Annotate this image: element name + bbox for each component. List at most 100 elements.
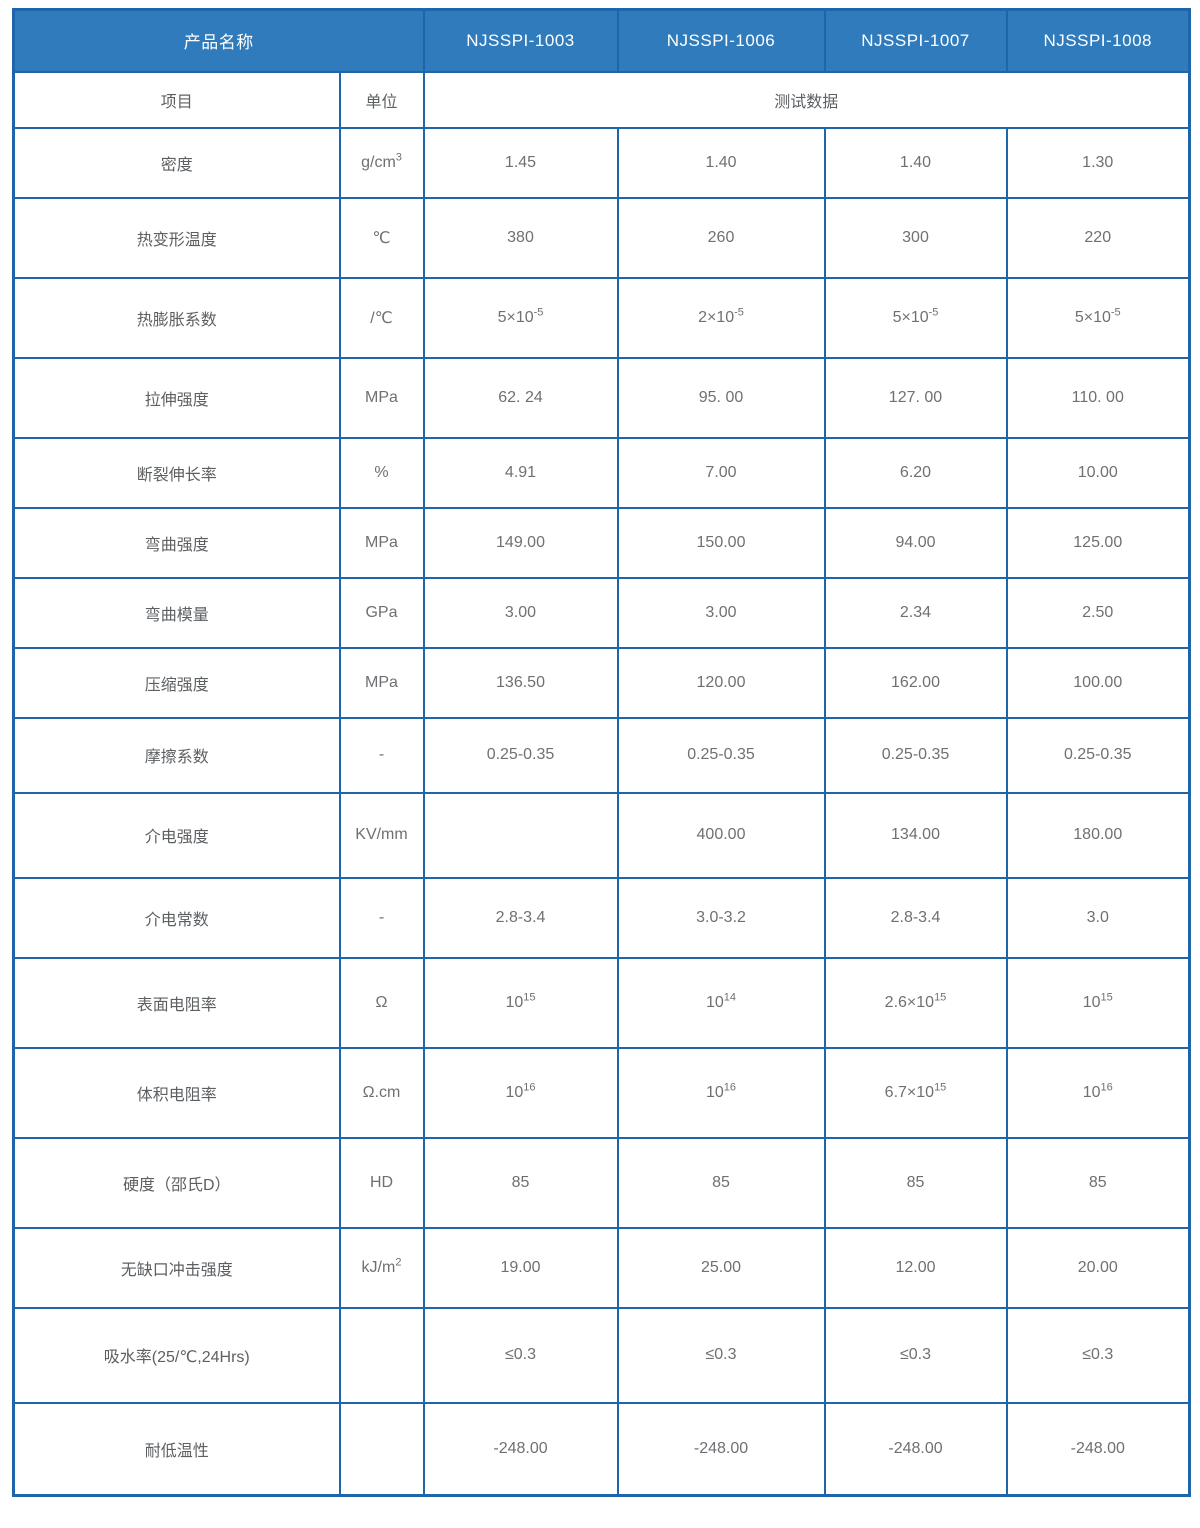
unit-cell	[338, 1401, 425, 1497]
item-cell: 密度	[12, 126, 341, 199]
unit-cell: -	[338, 716, 425, 794]
value-cell: 7.00	[616, 436, 826, 509]
unit-cell: /℃	[338, 276, 425, 359]
table-row: 热膨胀系数/℃ 5×10-5 2×10-5 5×10-5 5×10-5	[12, 276, 1191, 359]
table-row: 压缩强度 MPa 136.50 120.00 162.00 100.00	[12, 646, 1191, 719]
table-row: 硬度（邵氏D） HD 85 85 85 85	[12, 1136, 1191, 1229]
table-row: 无缺口冲击强度 kJ/m2 19.00 25.00 12.00 20.00	[12, 1226, 1191, 1309]
value-cell: ≤0.3	[616, 1306, 826, 1404]
value-cell: 3.00	[422, 576, 619, 649]
value-cell: ≤0.3	[422, 1306, 619, 1404]
product-spec-table: 产品名称 NJSSPI-1003 NJSSPI-1006 NJSSPI-1007…	[12, 8, 1191, 1497]
value-cell: 1015	[1005, 956, 1191, 1049]
product-name-header: 产品名称	[12, 8, 425, 73]
value-cell: 3.00	[616, 576, 826, 649]
value-cell: 180.00	[1005, 791, 1191, 879]
unit-header: 单位	[338, 70, 425, 129]
value-cell: 25.00	[616, 1226, 826, 1309]
product-column-header: NJSSPI-1007	[823, 8, 1008, 73]
value-cell: 5×10-5	[1005, 276, 1191, 359]
table-row: 弯曲模量 GPa 3.00 3.00 2.34 2.50	[12, 576, 1191, 649]
item-cell: 硬度（邵氏D）	[12, 1136, 341, 1229]
item-cell: 表面电阻率	[12, 956, 341, 1049]
item-cell: 吸水率(25/℃,24Hrs)	[12, 1306, 341, 1404]
value-cell: 100.00	[1005, 646, 1191, 719]
value-cell: 120.00	[616, 646, 826, 719]
value-cell: 1.40	[616, 126, 826, 199]
unit-cell: -	[338, 876, 425, 959]
table-row: 断裂伸长率% 4.91 7.00 6.20 10.00	[12, 436, 1191, 509]
unit-cell: kJ/m2	[338, 1226, 425, 1309]
value-cell: 300	[823, 196, 1008, 279]
item-header: 项目	[12, 70, 341, 129]
value-cell: 2.34	[823, 576, 1008, 649]
unit-cell: Ω	[338, 956, 425, 1049]
value-cell: 136.50	[422, 646, 619, 719]
value-cell: 85	[823, 1136, 1008, 1229]
unit-cell: %	[338, 436, 425, 509]
value-cell: 62. 24	[422, 356, 619, 439]
product-column-header: NJSSPI-1008	[1005, 8, 1191, 73]
unit-cell: Ω.cm	[338, 1046, 425, 1139]
table-row: 热变形温度 ℃ 380 260 300 220	[12, 196, 1191, 279]
value-cell: 2.6×1015	[823, 956, 1008, 1049]
value-cell: 0.25-0.35	[1005, 716, 1191, 794]
item-cell: 耐低温性	[12, 1401, 341, 1497]
item-cell: 介电强度	[12, 791, 341, 879]
table-row: 摩擦系数 -0.25-0.35 0.25-0.35 0.25-0.35 0.25-0.3…	[12, 716, 1191, 794]
item-cell: 断裂伸长率	[12, 436, 341, 509]
item-cell: 热膨胀系数	[12, 276, 341, 359]
table-row: 吸水率(25/℃,24Hrs) ≤0.3 ≤0.3 ≤0.3 ≤0.3	[12, 1306, 1191, 1404]
item-cell: 无缺口冲击强度	[12, 1226, 341, 1309]
table-row: 耐低温性 -248.00 -248.00 -248.00 -248.00	[12, 1401, 1191, 1497]
value-cell: 134.00	[823, 791, 1008, 879]
value-cell: 12.00	[823, 1226, 1008, 1309]
unit-cell: HD	[338, 1136, 425, 1229]
value-cell: 162.00	[823, 646, 1008, 719]
item-cell: 弯曲模量	[12, 576, 341, 649]
value-cell: 220	[1005, 196, 1191, 279]
unit-cell: KV/mm	[338, 791, 425, 879]
product-column-header: NJSSPI-1003	[422, 8, 619, 73]
item-cell: 介电常数	[12, 876, 341, 959]
value-cell: 110. 00	[1005, 356, 1191, 439]
value-cell: 94.00	[823, 506, 1008, 579]
value-cell: 0.25-0.35	[823, 716, 1008, 794]
value-cell: 1.40	[823, 126, 1008, 199]
value-cell: ≤0.3	[823, 1306, 1008, 1404]
value-cell: 5×10-5	[422, 276, 619, 359]
value-cell: -248.00	[823, 1401, 1008, 1497]
table-row: 弯曲强度 MPa 149.00 150.00 94.00 125.00	[12, 506, 1191, 579]
table-row: 拉伸强度 MPa 62. 24 95. 00 127. 00 110. 00	[12, 356, 1191, 439]
unit-cell	[338, 1306, 425, 1404]
value-cell: 85	[616, 1136, 826, 1229]
product-column-header: NJSSPI-1006	[616, 8, 826, 73]
value-cell: 1015	[422, 956, 619, 1049]
value-cell: 0.25-0.35	[422, 716, 619, 794]
item-cell: 热变形温度	[12, 196, 341, 279]
value-cell: 0.25-0.35	[616, 716, 826, 794]
table-row: 体积电阻率 Ω.cm 1016 1016 6.7×1015 1016	[12, 1046, 1191, 1139]
value-cell: 20.00	[1005, 1226, 1191, 1309]
table-row: 表面电阻率 Ω 1015 1014 2.6×1015 1015	[12, 956, 1191, 1049]
product-header-row: 产品名称 NJSSPI-1003 NJSSPI-1006 NJSSPI-1007…	[12, 8, 1191, 73]
value-cell: 127. 00	[823, 356, 1008, 439]
unit-cell: ℃	[338, 196, 425, 279]
value-cell: 85	[1005, 1136, 1191, 1229]
value-cell: -248.00	[422, 1401, 619, 1497]
item-cell: 弯曲强度	[12, 506, 341, 579]
value-cell: ≤0.3	[1005, 1306, 1191, 1404]
value-cell: 6.7×1015	[823, 1046, 1008, 1139]
unit-cell: g/cm3	[338, 126, 425, 199]
item-cell: 体积电阻率	[12, 1046, 341, 1139]
value-cell: -248.00	[616, 1401, 826, 1497]
value-cell: 149.00	[422, 506, 619, 579]
table-row: 介电常数 -2.8-3.4 3.0-3.2 2.8-3.4 3.0	[12, 876, 1191, 959]
value-cell: 95. 00	[616, 356, 826, 439]
value-cell: 1016	[616, 1046, 826, 1139]
value-cell: 150.00	[616, 506, 826, 579]
subheader-row: 项目 单位 测试数据	[12, 70, 1191, 129]
value-cell	[422, 791, 619, 879]
spec-sheet: 产品名称 NJSSPI-1003 NJSSPI-1006 NJSSPI-1007…	[12, 8, 1191, 1497]
unit-cell: GPa	[338, 576, 425, 649]
